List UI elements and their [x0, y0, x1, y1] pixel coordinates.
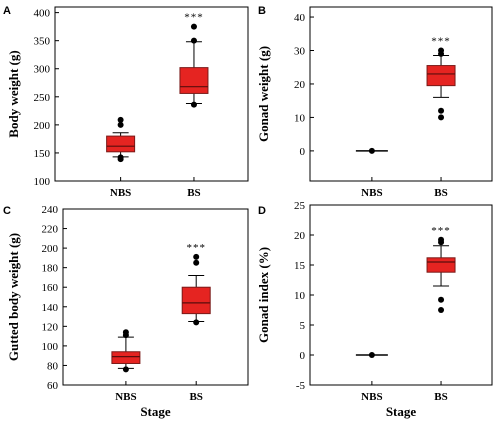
y-tick-label: 350 — [34, 36, 51, 48]
outlier-point — [190, 23, 197, 30]
box-bs — [426, 236, 456, 313]
outlier-point — [190, 101, 197, 108]
outlier-point — [438, 236, 445, 243]
y-tick-label: 400 — [34, 8, 51, 20]
y-tick-label: 5 — [300, 320, 306, 332]
y-tick-label: 10 — [294, 112, 306, 124]
box-iqr — [426, 257, 456, 273]
y-tick-label: 180 — [42, 263, 59, 275]
y-tick-label: 25 — [294, 200, 306, 212]
box-iqr — [106, 135, 136, 153]
y-tick-label: 80 — [47, 360, 59, 372]
box-nbs — [111, 329, 141, 373]
y-tick-label: 240 — [42, 204, 59, 216]
y-tick-label: 100 — [42, 341, 59, 353]
outlier-point — [368, 147, 375, 154]
y-tick-label: 20 — [294, 230, 306, 242]
box-bs — [179, 23, 209, 108]
y-tick-label: 300 — [34, 64, 51, 76]
y-tick-label: 160 — [42, 282, 59, 294]
x-tick-label-nbs: NBS — [115, 391, 136, 403]
y-tick-label: 20 — [294, 79, 306, 91]
box-bs — [426, 47, 456, 121]
box-nbs — [355, 352, 388, 358]
outlier-point — [117, 116, 124, 123]
outlier-point — [438, 296, 445, 303]
y-tick-label: 40 — [294, 12, 306, 24]
outlier-point — [190, 37, 197, 44]
box-iqr — [111, 351, 141, 364]
y-tick-label: 200 — [34, 120, 51, 132]
panel-b: B 0 10 20 30 40 NBS BS *** Gonad weight (g) — [256, 5, 493, 199]
plot-frame — [309, 204, 493, 386]
outlier-point — [117, 154, 124, 161]
y-tick-label: 0 — [300, 350, 306, 362]
y-tick-label: 15 — [294, 260, 306, 272]
box-nbs — [106, 116, 136, 163]
x-tick-label-bs: BS — [189, 391, 202, 403]
y-tick-label: 30 — [294, 46, 306, 58]
panel-c: C 60 80 100 120 140 160 180 200 220 240 NBS BS *** Gut… — [3, 204, 249, 419]
x-tick-label-bs: BS — [187, 187, 200, 199]
x-tick-label-nbs: NBS — [361, 187, 382, 199]
outlier-point — [193, 319, 200, 326]
outlier-point — [117, 121, 124, 128]
y-tick-label: 140 — [42, 302, 59, 314]
panel-letter: D — [258, 205, 266, 217]
box-iqr — [179, 67, 209, 94]
x-tick-label-bs: BS — [434, 187, 447, 199]
y-tick-label: 150 — [34, 148, 51, 160]
outlier-point — [122, 329, 129, 336]
significance-label: *** — [186, 242, 206, 254]
box-iqr — [181, 286, 211, 315]
outlier-point — [438, 307, 445, 313]
outlier-point — [438, 47, 445, 54]
y-axis-label: Body weight (g) — [6, 50, 21, 137]
plot-frame — [309, 6, 493, 182]
outlier-point — [438, 114, 445, 121]
y-axis-label: Gutted body weight (g) — [6, 233, 21, 361]
box-nbs — [355, 147, 388, 154]
y-tick-label: 250 — [34, 92, 51, 104]
x-tick-label-nbs: NBS — [361, 391, 382, 403]
y-tick-label: 100 — [34, 176, 51, 188]
x-tick-label-nbs: NBS — [110, 187, 131, 199]
significance-label: *** — [184, 12, 204, 24]
significance-label: *** — [431, 36, 451, 48]
x-tick-label-bs: BS — [434, 391, 447, 403]
plot-frame — [62, 208, 249, 386]
panel-d: D -5 0 5 10 15 20 25 NBS BS *** Gonad index (%) Stag… — [256, 200, 493, 419]
panel-a: A 100 150 200 250 300 350 400 NBS BS *** Body weigh… — [3, 5, 249, 199]
outlier-point — [122, 366, 129, 373]
y-axis-label: Gonad weight (g) — [256, 46, 271, 142]
significance-label: *** — [431, 225, 451, 237]
y-tick-label: 220 — [42, 224, 59, 236]
outlier-point — [193, 253, 200, 260]
y-tick-label: -5 — [296, 380, 306, 392]
y-tick-label: 0 — [300, 146, 306, 158]
x-axis-label: Stage — [386, 404, 417, 419]
outlier-point — [438, 107, 445, 114]
panel-letter: C — [3, 205, 11, 217]
y-axis-label: Gonad index (%) — [256, 247, 271, 343]
panel-letter: B — [258, 5, 266, 17]
y-tick-label: 120 — [42, 321, 59, 333]
box-bs — [181, 253, 211, 326]
panel-letter: A — [3, 5, 11, 17]
y-tick-label: 60 — [47, 380, 59, 392]
x-axis-label: Stage — [140, 404, 171, 419]
plot-frame — [54, 6, 249, 182]
box-iqr — [426, 65, 456, 87]
y-tick-label: 10 — [294, 290, 306, 302]
y-tick-label: 200 — [42, 243, 59, 255]
outlier-point — [193, 259, 200, 266]
outlier-point — [368, 352, 375, 358]
